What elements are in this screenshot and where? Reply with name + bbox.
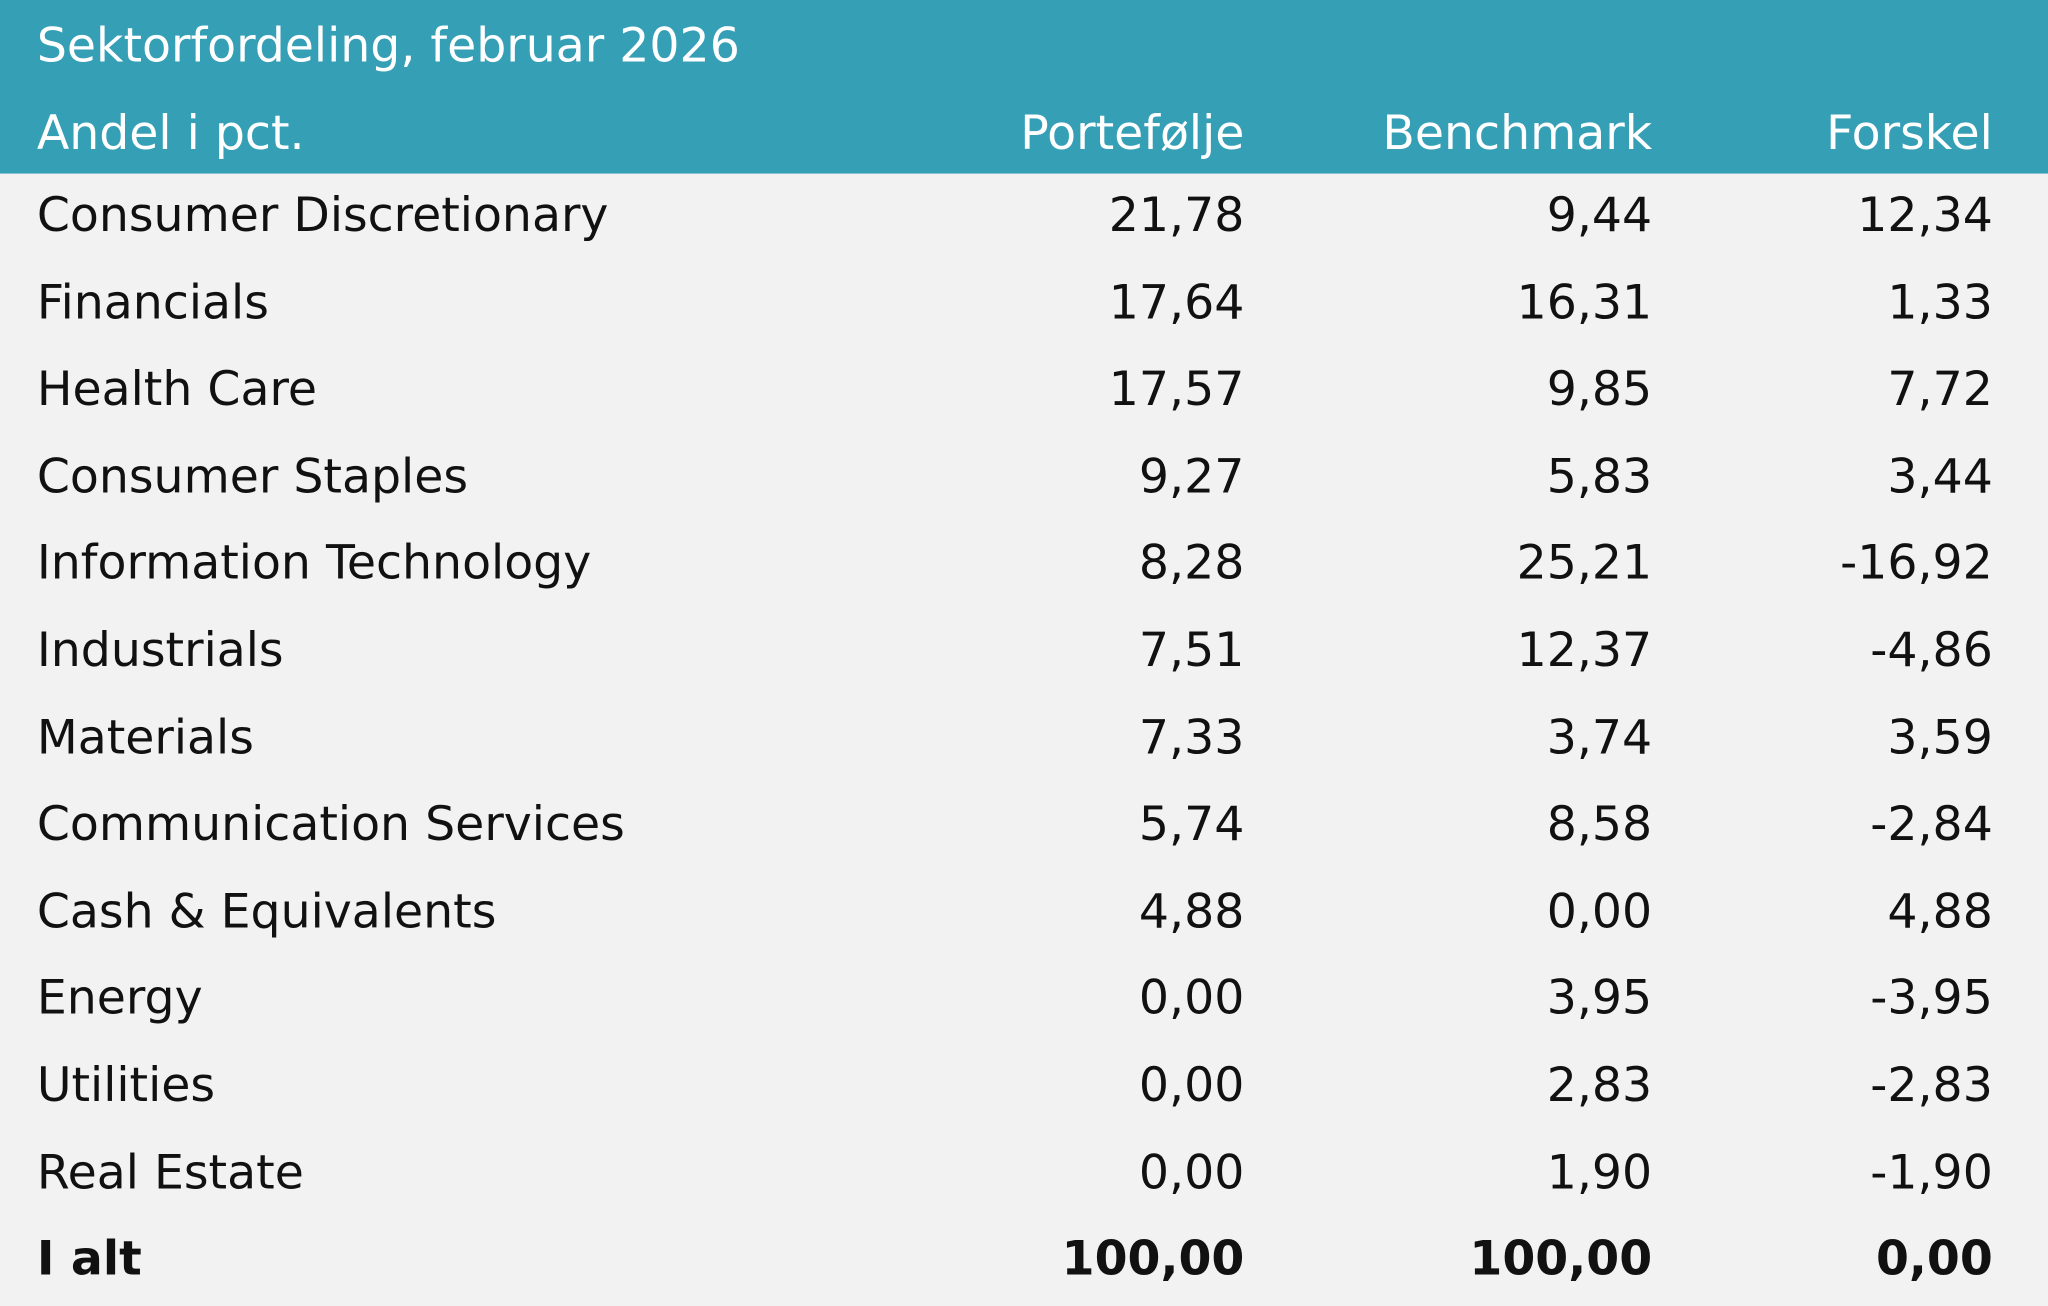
benchmark-value: 16,31 [1516, 276, 1653, 330]
benchmark-value: 8,58 [1546, 798, 1653, 852]
column-header-portfolio: Portefølje [1020, 107, 1245, 161]
total-label: I alt [36, 1233, 142, 1287]
sector-name: Information Technology [36, 537, 592, 591]
sector-name: Financials [36, 276, 269, 330]
benchmark-value: 1,90 [1546, 1146, 1653, 1200]
total-difference-value: 0,00 [1875, 1233, 1993, 1287]
column-header-benchmark: Benchmark [1382, 107, 1653, 161]
difference-value: -3,95 [1870, 972, 1993, 1026]
table-row: Utilities 0,00 2,83 -2,83 [0, 1043, 2048, 1129]
sector-name: Energy [36, 972, 203, 1026]
portfolio-value: 4,88 [1138, 885, 1245, 939]
sector-name: Materials [36, 711, 254, 765]
table-header: Sektorfordeling, februar 2026 Andel i pc… [0, 0, 2048, 174]
portfolio-value: 8,28 [1138, 537, 1245, 591]
table-title: Sektorfordeling, februar 2026 [36, 19, 740, 74]
portfolio-value: 9,27 [1138, 450, 1245, 504]
difference-value: -4,86 [1870, 624, 1993, 678]
table-row: Health Care 17,57 9,85 7,72 [0, 348, 2048, 434]
portfolio-value: 17,64 [1108, 276, 1245, 330]
table-row: Materials 7,33 3,74 3,59 [0, 696, 2048, 782]
difference-value: 3,44 [1887, 450, 1993, 504]
portfolio-value: 17,57 [1108, 363, 1245, 417]
difference-value: 12,34 [1857, 189, 1993, 243]
table-row: Consumer Discretionary 21,78 9,44 12,34 [0, 174, 2048, 260]
sector-name: Real Estate [36, 1146, 304, 1200]
table-row: Communication Services 5,74 8,58 -2,84 [0, 783, 2048, 869]
table-row: Financials 17,64 16,31 1,33 [0, 261, 2048, 347]
column-header-share: Andel i pct. [36, 107, 305, 161]
difference-value: 4,88 [1887, 885, 1993, 939]
benchmark-value: 9,44 [1546, 189, 1653, 243]
difference-value: -16,92 [1840, 537, 1993, 591]
benchmark-value: 3,95 [1546, 972, 1653, 1026]
sector-name: Communication Services [36, 798, 625, 852]
portfolio-value: 0,00 [1138, 972, 1245, 1026]
benchmark-value: 0,00 [1546, 885, 1653, 939]
column-header-row: Andel i pct. Portefølje Benchmark Forske… [0, 104, 2048, 164]
portfolio-value: 7,51 [1138, 624, 1245, 678]
table-row: Energy 0,00 3,95 -3,95 [0, 957, 2048, 1043]
sector-name: Industrials [36, 624, 284, 678]
table-row: Cash & Equivalents 4,88 0,00 4,88 [0, 870, 2048, 956]
portfolio-value: 7,33 [1138, 711, 1245, 765]
difference-value: 1,33 [1887, 276, 1993, 330]
sector-name: Utilities [36, 1059, 216, 1113]
difference-value: 7,72 [1887, 363, 1993, 417]
table-row: Real Estate 0,00 1,90 -1,90 [0, 1130, 2048, 1216]
benchmark-value: 12,37 [1516, 624, 1653, 678]
column-header-difference: Forskel [1826, 107, 1993, 161]
sector-name: Health Care [36, 363, 318, 417]
portfolio-value: 0,00 [1138, 1146, 1245, 1200]
total-benchmark-value: 100,00 [1469, 1233, 1653, 1287]
benchmark-value: 2,83 [1546, 1059, 1653, 1113]
table-body: Consumer Discretionary 21,78 9,44 12,34 … [0, 173, 2048, 1306]
table-row: Information Technology 8,28 25,21 -16,92 [0, 522, 2048, 608]
portfolio-value: 5,74 [1138, 798, 1245, 852]
difference-value: -1,90 [1870, 1146, 1993, 1200]
table-row: Consumer Staples 9,27 5,83 3,44 [0, 435, 2048, 521]
portfolio-value: 0,00 [1138, 1059, 1245, 1113]
sector-name: Consumer Discretionary [36, 189, 609, 243]
sector-name: Cash & Equivalents [36, 885, 497, 939]
portfolio-value: 21,78 [1108, 189, 1245, 243]
benchmark-value: 9,85 [1546, 363, 1653, 417]
total-portfolio-value: 100,00 [1061, 1233, 1245, 1287]
difference-value: -2,83 [1870, 1059, 1993, 1113]
benchmark-value: 3,74 [1546, 711, 1653, 765]
difference-value: 3,59 [1887, 711, 1993, 765]
difference-value: -2,84 [1870, 798, 1993, 852]
total-row: I alt 100,00 100,00 0,00 [0, 1217, 2048, 1303]
benchmark-value: 25,21 [1516, 537, 1653, 591]
sector-name: Consumer Staples [36, 450, 469, 504]
table-row: Industrials 7,51 12,37 -4,86 [0, 609, 2048, 695]
benchmark-value: 5,83 [1546, 450, 1653, 504]
